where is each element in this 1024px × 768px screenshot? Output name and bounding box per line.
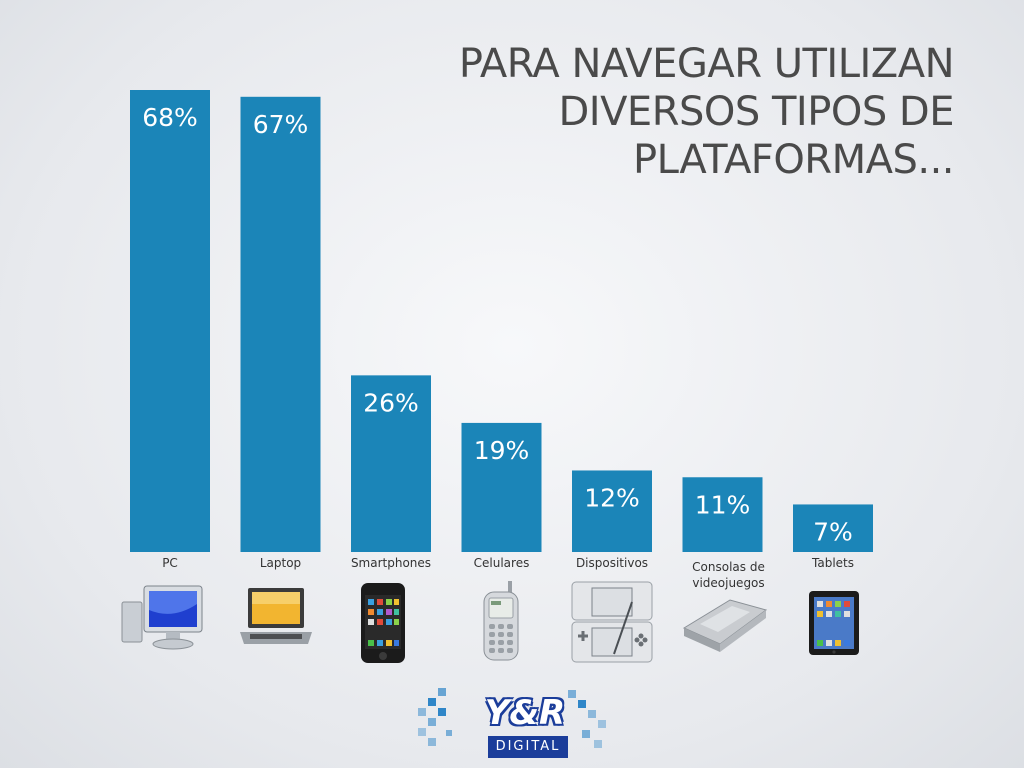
category-label-celulares: Celulares	[474, 556, 530, 570]
value-label-tablets: 7%	[813, 517, 853, 546]
tablet-icon	[809, 591, 859, 655]
bar-chart: 68% PC 67% Laptop 26% Smartphones 19% Celulares…	[130, 90, 873, 590]
bar-consolas-de-videojuegos	[682, 477, 763, 552]
logo-pixels	[418, 688, 606, 748]
value-label-laptop: 67%	[253, 110, 309, 139]
category-label-laptop: Laptop	[260, 556, 301, 570]
value-label-consolas-de-videojuegos: 11%	[695, 490, 751, 519]
value-label-celulares: 19%	[474, 436, 530, 465]
cellphone-icon	[483, 581, 519, 661]
category-label-smartphones: Smartphones	[351, 556, 431, 570]
category-label-consolas-de-videojuegos: Consolas de videojuegos	[692, 560, 765, 590]
category-label-tablets: Tablets	[811, 556, 854, 570]
bar-laptop	[240, 96, 321, 552]
laptop-icon	[240, 588, 312, 644]
chart-title: PARA NAVEGAR UTILIZAN DIVERSOS TIPOS DE …	[458, 41, 955, 183]
pc-monitor-icon	[121, 585, 203, 650]
smartphone-icon	[361, 583, 405, 663]
handheld-console-icon	[571, 581, 653, 663]
category-label-pc: PC	[162, 556, 178, 570]
logo-mark: Y&R	[484, 693, 566, 733]
bar-dispositivos	[572, 470, 652, 552]
value-label-smartphones: 26%	[363, 388, 419, 417]
bar-smartphones	[351, 375, 431, 552]
value-label-pc: 68%	[142, 103, 198, 132]
category-label-dispositivos: Dispositivos	[576, 556, 648, 570]
bar-tablets	[793, 504, 873, 552]
bar-celulares	[461, 422, 542, 552]
game-console-icon	[682, 599, 768, 652]
bar-pc	[130, 90, 210, 552]
logo-subtitle: DIGITAL	[488, 736, 568, 758]
value-label-dispositivos: 12%	[584, 483, 640, 512]
